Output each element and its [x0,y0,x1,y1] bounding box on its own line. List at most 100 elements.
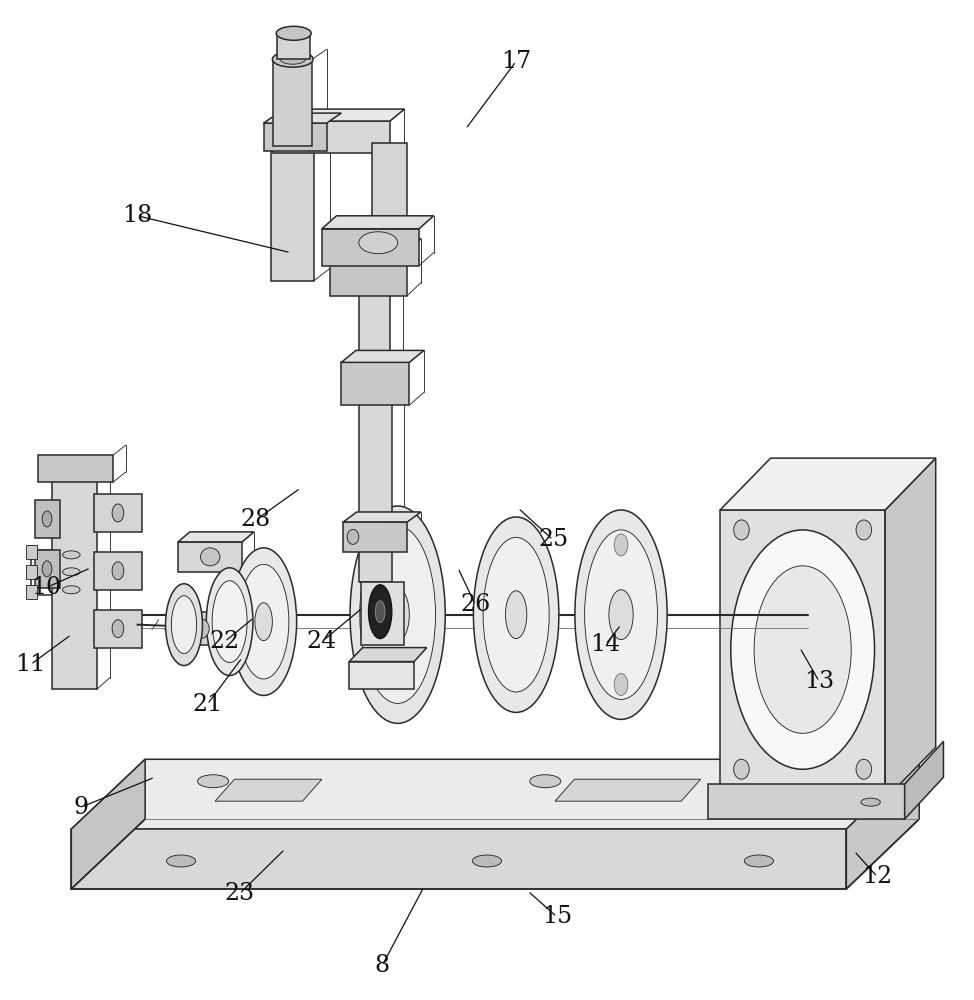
Ellipse shape [167,855,196,867]
Ellipse shape [615,674,628,695]
Polygon shape [35,500,59,538]
Text: 28: 28 [241,508,271,531]
Ellipse shape [584,530,657,699]
Text: 23: 23 [224,882,254,905]
Ellipse shape [530,775,561,788]
Polygon shape [71,759,919,829]
Ellipse shape [575,510,667,719]
Ellipse shape [42,561,52,577]
Polygon shape [885,458,936,799]
Polygon shape [215,779,321,801]
Text: 24: 24 [307,630,337,653]
Text: 14: 14 [590,633,620,656]
Ellipse shape [733,759,749,779]
Polygon shape [94,610,142,648]
Ellipse shape [386,588,409,641]
Bar [25,585,37,599]
Polygon shape [341,362,409,405]
Text: 10: 10 [31,576,61,599]
Polygon shape [264,113,341,123]
Ellipse shape [730,530,875,769]
Ellipse shape [201,548,220,566]
Text: 15: 15 [542,905,572,928]
Polygon shape [905,741,944,819]
Polygon shape [846,759,919,889]
Ellipse shape [615,534,628,556]
Text: 18: 18 [122,204,153,227]
Polygon shape [321,229,419,266]
Polygon shape [341,350,424,362]
Ellipse shape [231,548,297,695]
Polygon shape [343,512,421,522]
Text: 17: 17 [501,50,531,73]
Polygon shape [272,143,315,281]
Ellipse shape [212,581,247,663]
Ellipse shape [62,551,80,559]
Ellipse shape [277,26,312,40]
Polygon shape [358,289,390,362]
Ellipse shape [856,520,872,540]
Polygon shape [358,390,392,582]
Polygon shape [178,542,243,572]
Bar [25,565,37,579]
Ellipse shape [744,855,773,867]
Polygon shape [708,784,905,819]
Text: 21: 21 [192,693,222,716]
Ellipse shape [166,584,203,666]
Polygon shape [274,109,404,121]
Ellipse shape [42,511,52,527]
Text: 25: 25 [538,528,568,551]
Polygon shape [94,494,142,532]
Polygon shape [35,550,59,588]
Polygon shape [38,455,113,482]
Text: 22: 22 [209,630,240,653]
Polygon shape [71,829,846,889]
Polygon shape [52,458,110,470]
Polygon shape [278,33,311,59]
Ellipse shape [171,596,197,654]
Ellipse shape [472,855,502,867]
Text: 9: 9 [73,796,89,819]
Ellipse shape [281,54,306,64]
Ellipse shape [62,568,80,576]
Ellipse shape [192,619,209,639]
Polygon shape [349,662,414,689]
Ellipse shape [112,620,124,638]
Ellipse shape [733,520,749,540]
Ellipse shape [62,586,80,594]
Polygon shape [329,239,421,251]
Polygon shape [274,121,390,153]
Ellipse shape [359,526,435,703]
Polygon shape [174,612,227,645]
Text: 11: 11 [16,653,46,676]
Ellipse shape [112,504,124,522]
Polygon shape [372,143,407,253]
Ellipse shape [273,51,314,67]
Polygon shape [178,532,254,542]
Polygon shape [274,59,313,146]
Polygon shape [71,759,145,889]
Ellipse shape [861,798,880,806]
Polygon shape [264,123,326,151]
Ellipse shape [609,590,633,640]
Ellipse shape [358,232,397,254]
Ellipse shape [483,537,549,692]
Polygon shape [360,582,404,645]
Text: 26: 26 [461,593,491,616]
Ellipse shape [255,603,273,641]
Ellipse shape [473,517,559,712]
Ellipse shape [347,529,358,544]
Text: 12: 12 [862,865,892,888]
Ellipse shape [206,568,253,676]
Ellipse shape [754,566,851,733]
Polygon shape [321,216,433,229]
Text: 13: 13 [805,670,834,693]
Ellipse shape [112,562,124,580]
Ellipse shape [763,771,794,784]
Ellipse shape [506,591,527,639]
Polygon shape [94,552,142,590]
Text: 8: 8 [375,954,390,977]
Ellipse shape [350,506,445,723]
Ellipse shape [375,601,385,623]
Ellipse shape [239,564,289,679]
